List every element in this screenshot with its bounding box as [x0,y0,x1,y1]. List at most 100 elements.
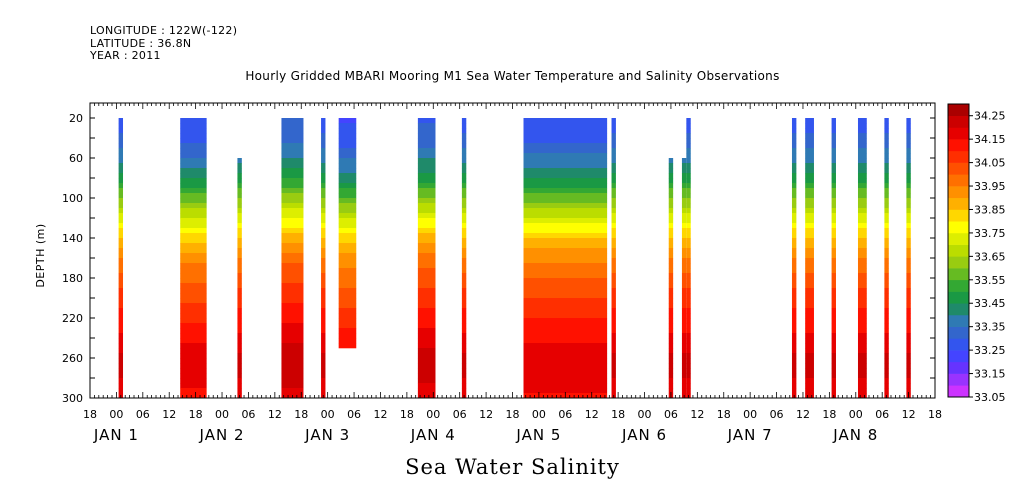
data-cell [281,188,304,194]
data-cell [461,313,467,319]
data-cell [681,228,687,234]
data-cell [791,368,797,374]
colorbar-swatch [948,361,969,374]
data-cell [461,158,467,164]
data-cell [686,238,691,244]
data-cell [884,318,889,324]
x-tick-label: 18 [400,408,414,421]
data-cell [805,153,814,159]
data-cell [906,168,911,174]
colorbar-label: 33.25 [974,344,1006,357]
data-cell [831,178,836,184]
data-cell [461,388,467,394]
data-cell [884,268,889,274]
x-tick-label: 18 [717,408,731,421]
data-cell [611,128,616,134]
data-cell [884,158,889,164]
data-cell [338,248,357,254]
data-cell [668,228,674,234]
data-cell [180,358,207,364]
data-cell [791,383,797,389]
data-cell [281,253,304,259]
data-cell [791,233,797,239]
data-cell [523,163,608,169]
colorbar-label: 33.45 [974,297,1006,310]
data-cell [180,208,207,214]
data-cell [857,223,867,229]
data-cell [831,208,836,214]
data-cell [857,263,867,269]
data-cell [523,123,608,129]
data-cell [611,238,616,244]
colorbar-swatch [948,174,969,187]
colorbar-frame [947,103,970,398]
data-cell [906,158,911,164]
day-label: JAN 2 [199,426,245,444]
data-cell [611,188,616,194]
colorbar-swatch [948,326,969,339]
data-cell [611,378,616,384]
x-tick-label: 00 [849,408,863,421]
data-cell [338,173,357,179]
data-cell [611,323,616,329]
data-cell [461,193,467,199]
data-cell [523,343,608,349]
data-cell [668,343,674,349]
data-cell [681,158,687,164]
day-label: JAN 6 [621,426,667,444]
data-cell [417,318,436,324]
data-cell [338,338,357,344]
data-cell [791,173,797,179]
data-cell [338,193,357,199]
data-cell [118,313,124,319]
data-cell [906,148,911,154]
data-cell [417,143,436,149]
data-cell [791,188,797,194]
data-cell [523,303,608,309]
data-segment [321,118,326,399]
data-cell [681,303,687,309]
data-cell [281,258,304,264]
data-cell [681,258,687,264]
x-tick-label: 00 [109,408,123,421]
data-cell [321,238,326,244]
data-cell [831,248,836,254]
data-cell [906,298,911,304]
data-cell [791,138,797,144]
data-cell [417,148,436,154]
data-cell [857,378,867,384]
colorbar-swatch [948,197,969,210]
data-cell [523,298,608,304]
x-tick-label: 06 [347,408,361,421]
data-cell [857,138,867,144]
data-cell [321,208,326,214]
data-cell [791,303,797,309]
data-cell [180,313,207,319]
data-cell [791,213,797,219]
data-cell [686,318,691,324]
data-cell [906,323,911,329]
data-cell [417,338,436,344]
data-cell [118,133,124,139]
data-cell [686,208,691,214]
data-cell [884,388,889,394]
data-cell [281,213,304,219]
data-cell [523,268,608,274]
data-cell [668,353,674,359]
data-cell [831,173,836,179]
data-cell [906,198,911,204]
data-cell [281,268,304,274]
data-cell [237,268,242,274]
data-cell [118,378,124,384]
data-cell [857,178,867,184]
data-segment [338,118,357,349]
year-label: YEAR : 2011 [90,49,161,62]
data-cell [681,273,687,279]
data-cell [857,293,867,299]
data-cell [857,273,867,279]
data-cell [461,208,467,214]
data-cell [805,373,814,379]
data-cell [461,213,467,219]
data-cell [237,293,242,299]
colorbar-swatch [948,338,969,351]
